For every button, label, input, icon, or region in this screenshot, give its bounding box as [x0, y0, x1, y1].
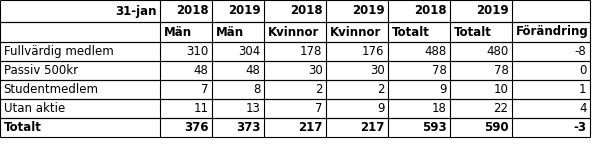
Text: 8: 8 [253, 83, 261, 96]
Text: 4: 4 [579, 102, 586, 115]
Text: 480: 480 [486, 45, 508, 58]
Text: 10: 10 [494, 83, 508, 96]
Text: 178: 178 [300, 45, 323, 58]
Text: 9: 9 [377, 102, 384, 115]
Text: 0: 0 [579, 64, 586, 77]
Text: 7: 7 [315, 102, 323, 115]
Text: Utan aktie: Utan aktie [4, 102, 65, 115]
Text: Män: Män [216, 25, 244, 38]
Text: Kvinnor: Kvinnor [330, 25, 381, 38]
Text: 9: 9 [439, 83, 447, 96]
Text: -3: -3 [573, 121, 586, 134]
Text: Passiv 500kr: Passiv 500kr [4, 64, 78, 77]
Text: Fullvärdig medlem: Fullvärdig medlem [4, 45, 113, 58]
Text: 593: 593 [422, 121, 447, 134]
Text: 310: 310 [187, 45, 208, 58]
Text: 18: 18 [432, 102, 447, 115]
Text: 30: 30 [369, 64, 384, 77]
Text: 2019: 2019 [352, 5, 384, 17]
Text: 304: 304 [238, 45, 261, 58]
Text: 30: 30 [308, 64, 323, 77]
Text: 7: 7 [201, 83, 208, 96]
Text: Kvinnor: Kvinnor [267, 25, 319, 38]
Text: 2018: 2018 [176, 5, 208, 17]
Text: 13: 13 [246, 102, 261, 115]
Text: 373: 373 [236, 121, 261, 134]
Text: 48: 48 [194, 64, 208, 77]
Text: 2019: 2019 [476, 5, 508, 17]
Text: 1: 1 [579, 83, 586, 96]
Text: Totalt: Totalt [453, 25, 491, 38]
Text: -8: -8 [575, 45, 586, 58]
Text: Män: Män [163, 25, 192, 38]
Text: 2: 2 [377, 83, 384, 96]
Text: Förändring: Förändring [516, 25, 588, 38]
Text: Studentmedlem: Studentmedlem [4, 83, 99, 96]
Text: 217: 217 [298, 121, 323, 134]
Text: 590: 590 [484, 121, 508, 134]
Text: 78: 78 [432, 64, 447, 77]
Text: 176: 176 [362, 45, 384, 58]
Text: 2018: 2018 [290, 5, 323, 17]
Text: 78: 78 [494, 64, 508, 77]
Text: 31-jan: 31-jan [115, 5, 156, 17]
Text: 11: 11 [194, 102, 208, 115]
Text: 217: 217 [360, 121, 384, 134]
Text: 2019: 2019 [228, 5, 261, 17]
Text: 376: 376 [184, 121, 208, 134]
Text: 2: 2 [315, 83, 323, 96]
Text: 48: 48 [246, 64, 261, 77]
Text: Totalt: Totalt [391, 25, 429, 38]
Text: Totalt: Totalt [4, 121, 42, 134]
Text: 22: 22 [494, 102, 508, 115]
Text: 2018: 2018 [414, 5, 447, 17]
Text: 488: 488 [424, 45, 447, 58]
